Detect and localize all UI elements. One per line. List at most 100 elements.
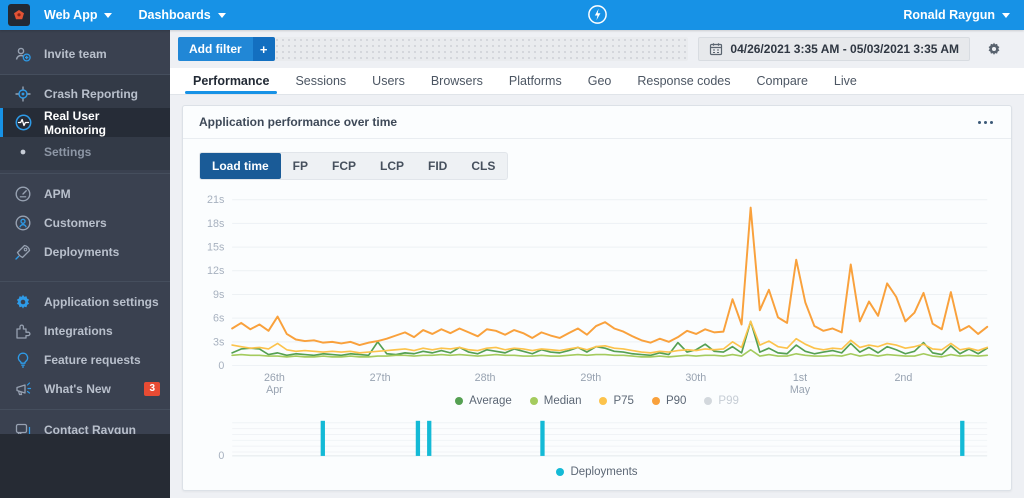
legend-item-median[interactable]: Median: [529, 394, 582, 407]
legend-label: P75: [613, 394, 634, 407]
whats-new-icon: [13, 379, 33, 399]
legend-item-p99[interactable]: P99: [704, 394, 739, 407]
metric-tab-load-time[interactable]: Load time: [200, 153, 281, 179]
svg-text:1st: 1st: [793, 372, 807, 384]
tab-response-codes[interactable]: Response codes: [624, 68, 743, 94]
svg-text:0: 0: [218, 360, 224, 372]
legend-item-average[interactable]: Average: [455, 395, 512, 407]
bullet-icon: [13, 142, 33, 162]
sidebar-item-customers[interactable]: Customers: [0, 208, 170, 237]
tab-performance[interactable]: Performance: [180, 68, 282, 94]
tab-sessions[interactable]: Sessions: [282, 68, 359, 94]
app-switcher[interactable]: Web App: [44, 8, 113, 22]
legend-label: Median: [543, 394, 582, 407]
integrations-icon: [13, 321, 33, 341]
legend-label: P90: [665, 394, 687, 407]
dashboard-settings-button[interactable]: [986, 41, 1002, 57]
svg-text:9s: 9s: [213, 289, 224, 301]
sidebar-item-what-s-new[interactable]: What's New 3: [0, 374, 170, 403]
plus-icon: +: [252, 37, 275, 61]
sidebar-item-label: Customers: [44, 215, 107, 230]
calendar-icon: [710, 43, 723, 56]
metric-tab-fid[interactable]: FID: [416, 153, 459, 179]
add-filter-label: Add filter: [178, 37, 253, 61]
svg-text:6s: 6s: [213, 313, 224, 325]
deployments-chart: 0: [218, 420, 988, 462]
sidebar-item-deployments[interactable]: Deployments: [0, 237, 170, 266]
tab-live[interactable]: Live: [821, 68, 870, 94]
metric-tab-fp[interactable]: FP: [281, 153, 320, 179]
topbar: Web App Dashboards Ronald Raygun: [0, 0, 1024, 30]
customers-icon: [13, 213, 33, 233]
legend-dot: [599, 396, 608, 405]
tab-platforms[interactable]: Platforms: [496, 68, 575, 94]
sidebar-nav: Invite team Crash Reporting Real User Moni…: [0, 36, 170, 447]
sidebar-item-contact-raygun[interactable]: Contact Raygun: [0, 415, 170, 444]
svg-text:May: May: [790, 384, 811, 395]
sidebar-item-label: Contact Raygun: [44, 422, 137, 437]
add-filter-button[interactable]: Add filter +: [178, 37, 275, 61]
deployments-legend: Deployments: [197, 466, 997, 478]
chart-area: 21s 18s 15s 12s 9s 6s 3s 0 26th Apr 27th 28th 29th 30…: [183, 188, 1011, 478]
chevron-down-icon: [1002, 12, 1010, 18]
real-user-monitoring-icon: [13, 113, 33, 133]
svg-text:28th: 28th: [475, 372, 496, 384]
sidebar-item-label: APM: [44, 186, 71, 201]
sidebar-item-invite-team[interactable]: Invite team: [0, 39, 170, 68]
user-menu[interactable]: Ronald Raygun: [903, 8, 1010, 22]
legend-label: Deployments: [570, 465, 638, 478]
legend-item-deployments[interactable]: Deployments: [556, 465, 638, 478]
raygun-logo-icon: [14, 10, 24, 20]
tab-browsers[interactable]: Browsers: [418, 68, 496, 94]
content: Application performance over time Load t…: [170, 95, 1024, 498]
tab-users[interactable]: Users: [359, 68, 418, 94]
svg-text:30th: 30th: [685, 372, 706, 384]
svg-text:21s: 21s: [207, 194, 224, 206]
legend-item-p75[interactable]: P75: [599, 394, 634, 407]
metric-tab-cls[interactable]: CLS: [459, 153, 507, 179]
metric-tab-fcp[interactable]: FCP: [320, 153, 368, 179]
svg-text:12s: 12s: [207, 265, 224, 277]
sidebar-item-integrations[interactable]: Integrations: [0, 316, 170, 345]
sidebar-item-label: Settings: [44, 144, 92, 159]
metric-tabs: Load time FP FCP LCP FID CLS: [199, 152, 509, 180]
sidebar-item-settings[interactable]: Settings: [0, 137, 170, 166]
svg-text:15s: 15s: [207, 242, 224, 254]
svg-text:Apr: Apr: [266, 384, 283, 395]
sidebar-item-real-user-monitoring[interactable]: Real User Monitoring: [0, 108, 170, 137]
tab-compare[interactable]: Compare: [743, 68, 820, 94]
svg-text:2nd: 2nd: [894, 372, 912, 384]
chevron-down-icon: [217, 12, 226, 18]
sidebar-item-label: Crash Reporting: [44, 86, 139, 101]
sidebar-item-label: Invite team: [44, 46, 107, 61]
date-range-picker[interactable]: 04/26/2021 3:35 AM - 05/03/2021 3:35 AM: [698, 37, 970, 61]
svg-text:3s: 3s: [213, 336, 224, 348]
dashboards-menu[interactable]: Dashboards: [138, 8, 226, 22]
card-menu-button[interactable]: [976, 117, 995, 128]
metric-tab-lcp[interactable]: LCP: [368, 153, 416, 179]
metric-tabs-row: Load time FP FCP LCP FID CLS: [199, 152, 995, 180]
raygun-logo[interactable]: [8, 4, 30, 26]
tab-geo[interactable]: Geo: [575, 68, 625, 94]
sidebar-item-label: Application settings: [44, 294, 159, 309]
sidebar-item-application-settings[interactable]: Application settings: [0, 287, 170, 316]
filter-strip[interactable]: Add filter +: [178, 37, 689, 61]
legend-dot: [529, 396, 538, 405]
report-tabs: Performance Sessions Users Browsers Platform…: [170, 68, 1024, 95]
apm-icon: [13, 184, 33, 204]
sidebar-item-apm[interactable]: APM: [0, 179, 170, 208]
sidebar-item-label: Integrations: [44, 323, 113, 338]
legend-label: P99: [718, 394, 739, 407]
performance-card: Application performance over time Load t…: [182, 105, 1012, 491]
sidebar-item-feature-requests[interactable]: Feature requests: [0, 345, 170, 374]
sidebar-item-crash-reporting[interactable]: Crash Reporting: [0, 79, 170, 108]
legend-item-p90[interactable]: P90: [651, 394, 687, 407]
date-range-value: 04/26/2021 3:35 AM - 05/03/2021 3:35 AM: [730, 42, 959, 56]
main-content: Add filter + 04/26/2021 3:35 AM - 05/03/…: [170, 30, 1024, 498]
sidebar-item-label: Feature requests: [44, 352, 141, 367]
chart-legend: Average Median P75 P90 P99: [197, 395, 997, 407]
quick-actions-button[interactable]: [587, 4, 608, 28]
legend-dot: [704, 396, 713, 405]
svg-text:0: 0: [218, 450, 224, 462]
application-settings-icon: [13, 292, 33, 312]
